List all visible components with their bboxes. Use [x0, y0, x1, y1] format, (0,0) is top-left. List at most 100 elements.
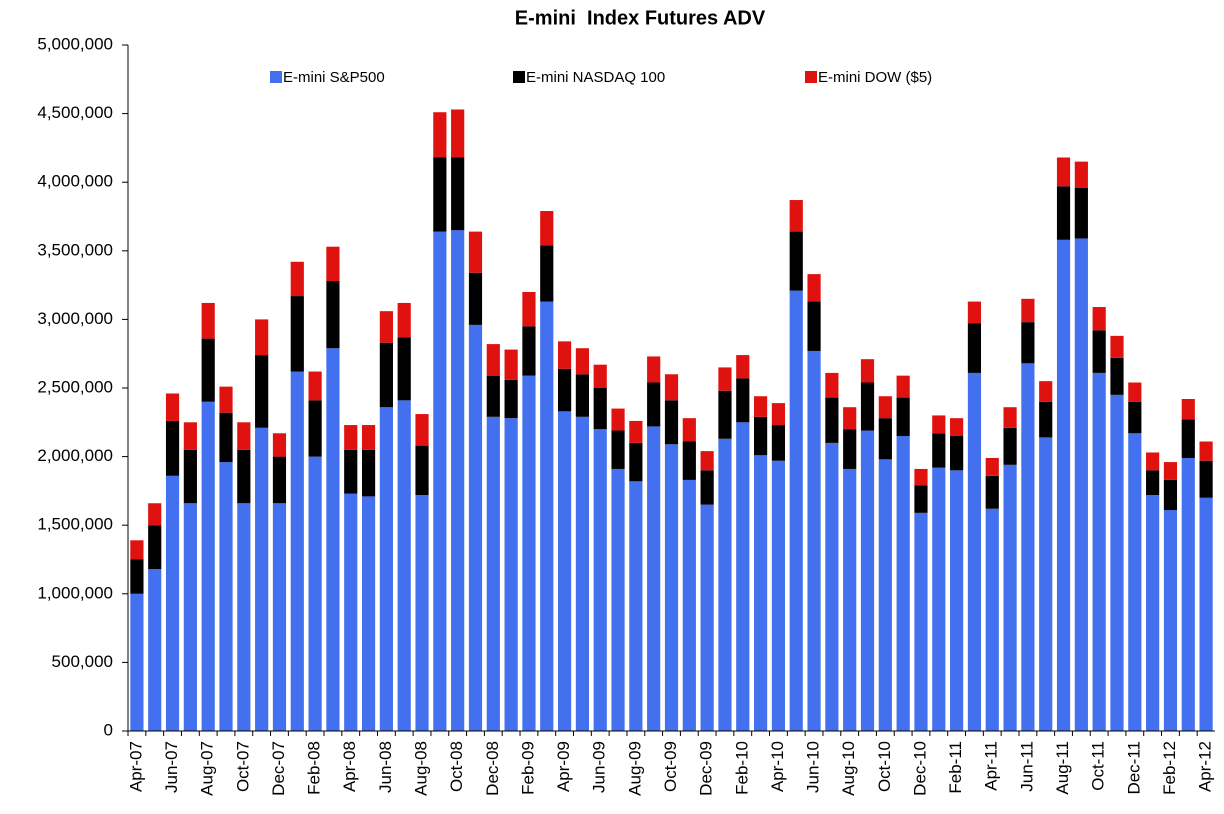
- bar-segment: [379, 407, 393, 731]
- bar-segment: [397, 302, 411, 338]
- bar-segment: [1146, 495, 1160, 731]
- bar-segment: [504, 349, 518, 380]
- y-tick-label: 500,000: [52, 652, 113, 671]
- bar-segment: [272, 456, 287, 504]
- bar-segment: [1039, 381, 1053, 402]
- bar-segment: [967, 323, 982, 373]
- bar-segment: [575, 416, 589, 731]
- bar-segment: [451, 157, 465, 231]
- bar-segment: [932, 433, 946, 468]
- bar-segment: [415, 414, 429, 446]
- y-tick-label: 1,000,000: [37, 583, 113, 602]
- bar-segment: [433, 112, 447, 158]
- bar-segment: [878, 459, 892, 731]
- bar-segment: [1181, 419, 1195, 458]
- bar-segment: [664, 400, 679, 445]
- bar-segment: [1092, 330, 1106, 373]
- bar-segment: [771, 425, 786, 461]
- bar-segment: [397, 400, 411, 731]
- x-tick-label: Dec-08: [483, 741, 502, 796]
- bar-segment: [843, 468, 857, 731]
- bar-segment: [664, 444, 679, 731]
- bar-segment: [1056, 186, 1071, 240]
- bar-segment: [540, 211, 554, 246]
- bar-segment: [1003, 407, 1017, 428]
- bar-segment: [130, 540, 144, 560]
- x-tick-label: Oct-08: [447, 741, 466, 792]
- bar-segment: [932, 415, 946, 434]
- bar-segment: [237, 449, 251, 504]
- bar-segment: [789, 231, 803, 291]
- bar-segment: [1181, 457, 1195, 731]
- bar-segment: [843, 407, 857, 430]
- bar-segment: [647, 382, 661, 427]
- x-tick-label: Oct-11: [1089, 741, 1108, 791]
- bar-segment: [967, 372, 982, 731]
- bar-segment: [255, 319, 269, 356]
- bar-segment: [1003, 427, 1017, 465]
- bar-segment: [593, 364, 607, 388]
- bar-segment: [1110, 335, 1124, 358]
- bar-segment: [736, 355, 750, 379]
- bar-segment: [1074, 187, 1088, 239]
- bar-segment: [664, 374, 679, 401]
- bar-segment: [130, 559, 144, 594]
- bar-segment: [486, 416, 500, 731]
- bar-segment: [843, 429, 857, 469]
- bar-segment: [682, 441, 696, 480]
- bar-segment: [451, 109, 465, 158]
- bar-segment: [397, 337, 411, 401]
- bar-segment: [629, 442, 643, 482]
- bar-segment: [771, 403, 786, 426]
- bar-segment: [540, 301, 554, 731]
- bar-segment: [557, 341, 572, 369]
- bar-segment: [148, 525, 162, 570]
- x-tick-label: Dec-07: [269, 741, 288, 796]
- bar-segment: [1021, 322, 1035, 364]
- bar-segment: [504, 418, 518, 731]
- bar-segment: [718, 390, 732, 439]
- x-tick-label: Dec-10: [910, 741, 929, 796]
- bar-segment: [771, 460, 786, 731]
- bar-segment: [1092, 307, 1106, 331]
- bar-segment: [700, 504, 714, 731]
- bar-segment: [896, 436, 910, 731]
- bar-segment: [825, 372, 839, 398]
- x-tick-label: Dec-11: [1124, 741, 1143, 795]
- bar-segment: [344, 425, 358, 450]
- bar-segment: [165, 393, 180, 421]
- x-tick-label: Aug-08: [412, 741, 431, 796]
- x-tick-label: Oct-10: [875, 741, 894, 792]
- bar-segment: [433, 157, 447, 232]
- legend-swatch: [270, 71, 282, 83]
- bar-segment: [237, 503, 251, 731]
- bar-segment: [914, 512, 928, 731]
- bar-segment: [629, 420, 643, 443]
- bar-segment: [950, 436, 964, 471]
- bar-segment: [1056, 157, 1071, 187]
- x-tick-label: Jun-11: [1017, 741, 1036, 792]
- bar-segment: [575, 374, 589, 417]
- x-tick-label: Feb-12: [1160, 741, 1179, 795]
- x-tick-label: Jun-09: [590, 741, 609, 793]
- bar-segment: [736, 422, 750, 731]
- legend-swatch: [805, 71, 817, 83]
- bar-segment: [326, 348, 340, 731]
- x-tick-label: Jun-07: [162, 741, 181, 793]
- bar-segment: [290, 371, 304, 731]
- x-tick-label: Aug-09: [625, 741, 644, 796]
- bar-segment: [754, 455, 768, 731]
- y-tick-label: 3,500,000: [37, 240, 113, 259]
- bar-segment: [1146, 470, 1160, 496]
- bar-segment: [1074, 161, 1088, 188]
- bar-segment: [629, 481, 643, 731]
- y-tick-label: 0: [104, 720, 113, 739]
- y-tick-label: 4,500,000: [37, 103, 113, 122]
- bar-segment: [611, 408, 625, 431]
- bar-segment: [165, 420, 180, 476]
- bar-segment: [201, 401, 215, 731]
- x-tick-label: Oct-07: [233, 741, 252, 792]
- bar-segment: [522, 375, 536, 731]
- bar-segment: [219, 462, 233, 731]
- bar-segment: [1056, 239, 1071, 731]
